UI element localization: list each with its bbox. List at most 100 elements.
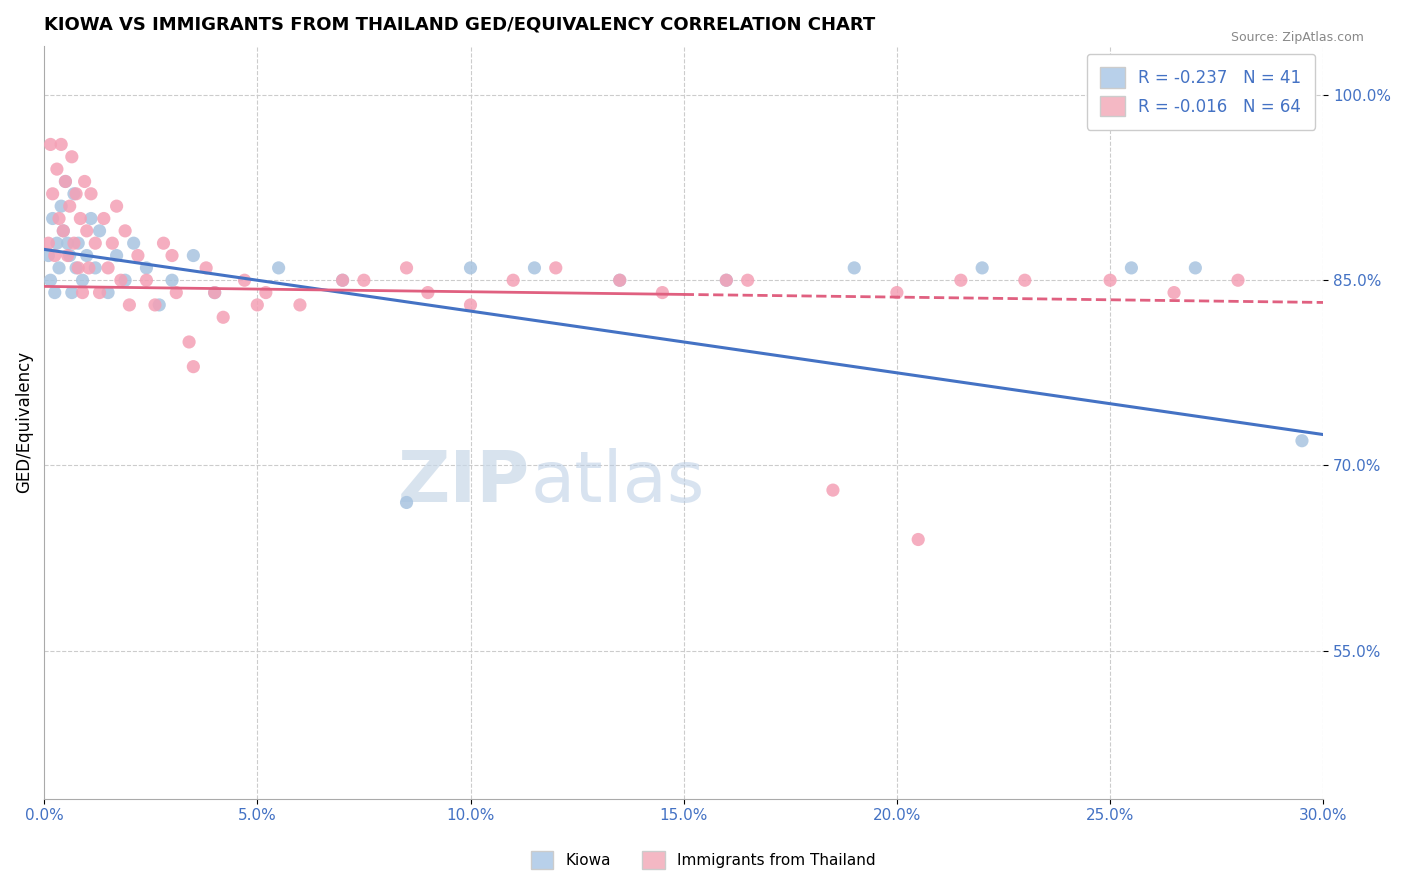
Point [84,260,107,275]
Point [67,236,90,251]
Point [48,260,70,275]
Point [73,174,96,188]
Point [1163,285,1185,300]
Point [1291,434,1313,448]
Point [72,285,94,300]
Point [45,236,67,251]
Point [143,298,166,312]
Point [353,273,375,287]
Point [332,273,354,287]
Point [609,273,631,287]
Point [651,285,673,300]
Point [460,260,482,275]
Point [52,224,75,238]
Point [460,298,482,312]
Point [886,285,908,300]
Point [233,273,256,287]
Point [737,273,759,287]
Point [254,285,277,300]
Point [48,211,70,226]
Point [60,150,83,164]
Point [148,298,170,312]
Point [204,285,226,300]
Point [80,186,103,201]
Point [72,273,94,287]
Point [821,483,844,497]
Point [65,260,87,275]
Point [93,211,115,226]
Point [127,248,149,262]
Point [502,273,524,287]
Y-axis label: GED/Equivalency: GED/Equivalency [15,351,32,493]
Point [51,199,73,213]
Point [177,334,200,349]
Point [288,298,311,312]
Point [395,495,418,509]
Legend: R = -0.237   N = 41, R = -0.016   N = 64: R = -0.237 N = 41, R = -0.016 N = 64 [1087,54,1315,129]
Point [246,298,269,312]
Point [972,260,994,275]
Point [45,162,67,177]
Point [97,285,120,300]
Text: Source: ZipAtlas.com: Source: ZipAtlas.com [1230,31,1364,45]
Point [60,285,83,300]
Point [1184,260,1206,275]
Point [101,236,124,251]
Point [135,260,157,275]
Point [949,273,972,287]
Point [114,273,136,287]
Point [77,260,100,275]
Legend: Kiowa, Immigrants from Thailand: Kiowa, Immigrants from Thailand [524,845,882,875]
Text: atlas: atlas [530,448,704,517]
Point [416,285,439,300]
Point [523,260,546,275]
Point [65,186,87,201]
Point [844,260,866,275]
Point [105,248,128,262]
Point [165,285,187,300]
Point [122,236,145,251]
Point [716,273,738,287]
Point [212,310,235,325]
Point [105,199,128,213]
Point [76,248,98,262]
Point [56,248,79,262]
Point [55,174,77,188]
Point [39,273,62,287]
Point [44,248,66,262]
Point [114,224,136,238]
Point [69,211,91,226]
Point [544,260,567,275]
Point [59,199,82,213]
Point [52,224,75,238]
Point [1014,273,1036,287]
Point [89,224,111,238]
Point [183,248,205,262]
Point [44,285,66,300]
Point [332,273,354,287]
Point [59,248,82,262]
Point [89,285,111,300]
Point [67,260,90,275]
Point [609,273,631,287]
Point [56,236,79,251]
Point [907,533,929,547]
Point [76,224,98,238]
Text: KIOWA VS IMMIGRANTS FROM THAILAND GED/EQUIVALENCY CORRELATION CHART: KIOWA VS IMMIGRANTS FROM THAILAND GED/EQ… [44,15,876,33]
Point [37,236,59,251]
Point [1227,273,1250,287]
Point [152,236,174,251]
Point [84,236,107,251]
Point [160,248,183,262]
Point [97,260,120,275]
Point [204,285,226,300]
Point [395,260,418,275]
Point [110,273,132,287]
Point [55,174,77,188]
Point [1099,273,1122,287]
Point [1121,260,1143,275]
Point [160,273,183,287]
Point [80,211,103,226]
Point [716,273,738,287]
Point [63,186,86,201]
